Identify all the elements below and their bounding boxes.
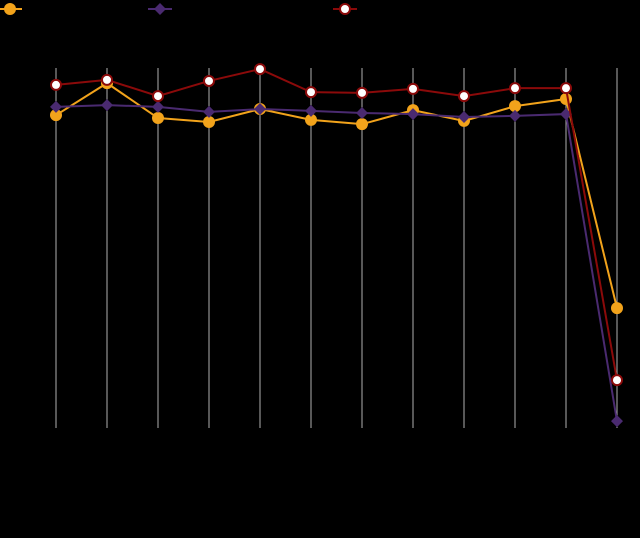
data-point bbox=[356, 118, 368, 131]
data-point bbox=[509, 100, 521, 113]
data-point bbox=[305, 86, 317, 99]
data-point bbox=[254, 63, 266, 76]
data-point bbox=[50, 109, 62, 122]
data-point bbox=[611, 374, 623, 387]
data-point bbox=[305, 113, 317, 126]
data-point bbox=[50, 100, 62, 113]
data-point bbox=[407, 82, 419, 95]
data-point bbox=[611, 302, 623, 315]
data-point bbox=[50, 78, 62, 91]
data-point bbox=[203, 74, 215, 87]
data-point bbox=[458, 110, 470, 123]
legend-marker bbox=[4, 3, 16, 15]
data-point bbox=[407, 108, 419, 121]
legend-marker bbox=[154, 3, 166, 15]
series-line bbox=[55, 68, 618, 381]
data-point bbox=[560, 92, 572, 105]
data-point bbox=[509, 82, 521, 95]
data-point bbox=[509, 109, 521, 122]
data-point bbox=[611, 415, 623, 428]
data-point bbox=[101, 73, 113, 86]
data-point bbox=[356, 86, 368, 99]
data-point bbox=[203, 116, 215, 128]
data-point bbox=[152, 112, 164, 125]
data-point bbox=[305, 104, 317, 117]
data-point bbox=[254, 103, 266, 116]
data-point bbox=[152, 90, 164, 103]
data-point bbox=[458, 90, 470, 103]
data-point bbox=[203, 105, 215, 118]
data-point bbox=[560, 82, 572, 95]
data-point bbox=[356, 107, 368, 119]
data-point bbox=[152, 100, 164, 113]
data-point bbox=[101, 99, 113, 112]
series-line bbox=[55, 81, 618, 309]
legend-marker bbox=[339, 3, 351, 15]
series-line bbox=[55, 104, 618, 422]
